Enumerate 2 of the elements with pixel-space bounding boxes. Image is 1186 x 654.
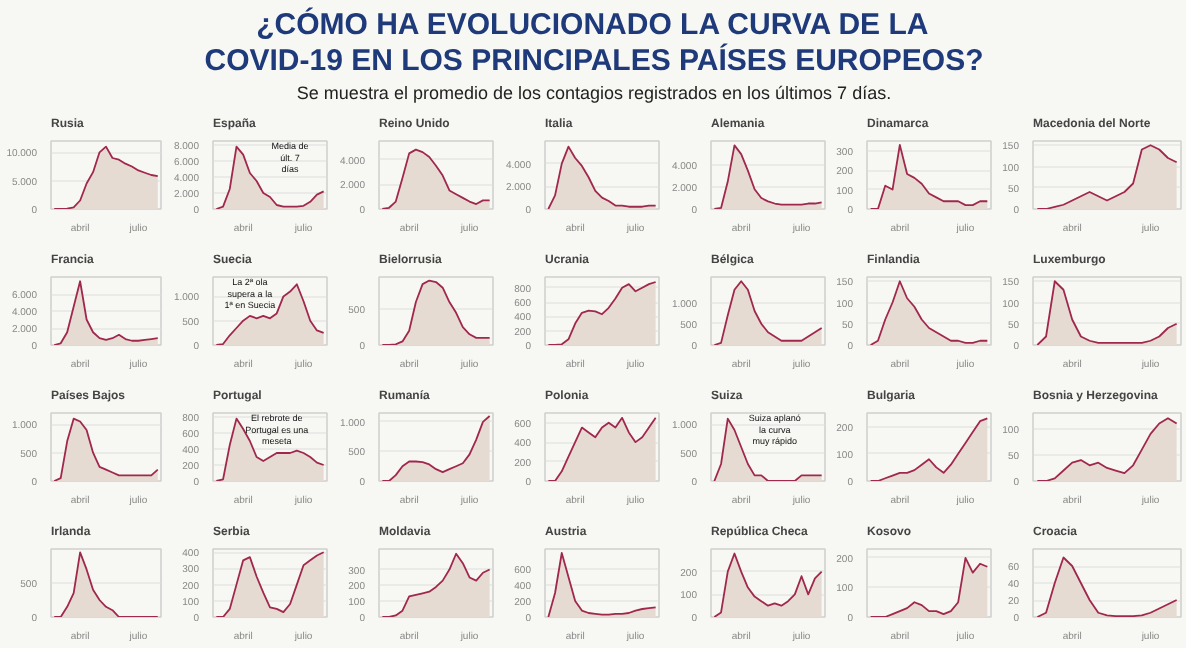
text: Se muestra el promedio de los contagios registrados en los últimos 7 días. — [296, 82, 892, 103]
text: ¿CÓMO HA EVOLUCIONADO LA CURVA DE LA COVID-19 EN LOS PRINCIPALES PAÍSES EUROPEOS? — [204, 6, 984, 78]
